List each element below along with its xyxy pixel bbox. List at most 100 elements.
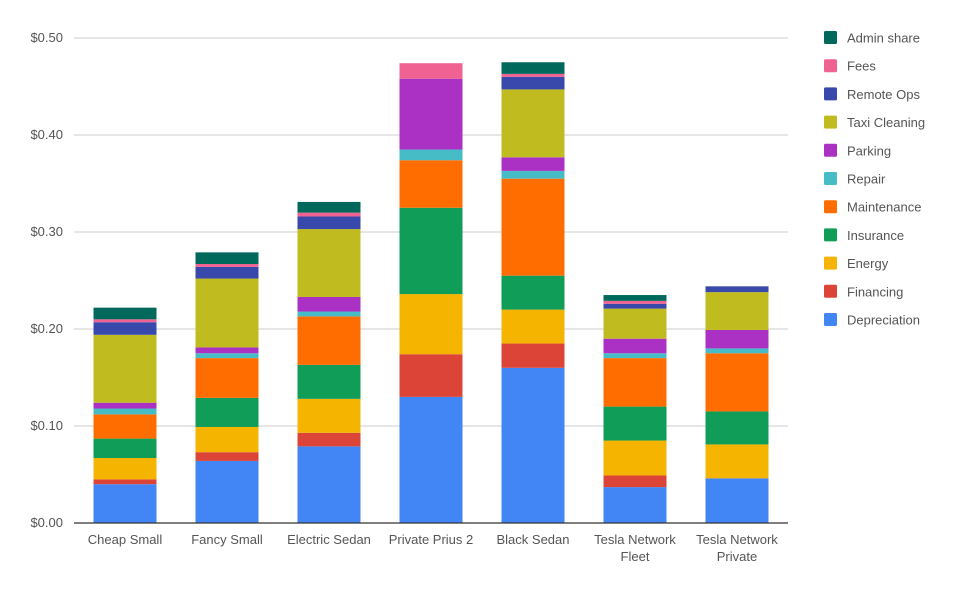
bar-segment [603, 406, 667, 441]
legend-swatch [824, 87, 837, 101]
legend-label: Remote Ops [847, 87, 920, 102]
bar-segment [93, 307, 157, 320]
bar-segment [297, 398, 361, 433]
bar-segment [501, 76, 565, 90]
bar-segment [399, 78, 463, 150]
legend: Admin share Fees Remote Ops Taxi Cleaning Pa… [824, 31, 925, 328]
bar-segment [399, 207, 463, 295]
bar-segment [93, 414, 157, 439]
bar-segment [93, 479, 157, 485]
bar-segment [399, 396, 463, 523]
legend-label: Admin share [847, 31, 920, 46]
bars [93, 62, 769, 523]
legend-label: Energy [847, 256, 889, 271]
bar-segment [297, 296, 361, 312]
bar-segment [603, 295, 667, 301]
legend-label: Repair [847, 172, 886, 187]
bar-segment [195, 452, 259, 461]
legend-swatch [824, 31, 837, 44]
bar-segment [501, 62, 565, 74]
legend-item: Maintenance [824, 200, 921, 215]
bar-segment [195, 264, 259, 267]
bar-segment [399, 149, 463, 161]
bar-stack [399, 63, 463, 523]
bar-segment [195, 347, 259, 354]
bar-segment [603, 487, 667, 523]
y-tick-label: $0.00 [30, 515, 63, 530]
bar-segment [399, 63, 463, 79]
bar-segment [297, 364, 361, 399]
x-tick-label: Cheap Small [88, 532, 163, 547]
bar-segment [705, 478, 769, 523]
legend-item: Energy [824, 256, 889, 271]
legend-swatch [824, 59, 837, 73]
bar-segment [399, 354, 463, 397]
bar-segment [297, 229, 361, 297]
bar-segment [297, 212, 361, 217]
legend-label: Insurance [847, 228, 904, 243]
y-tick-label: $0.20 [30, 321, 63, 336]
x-tick-label: Private [717, 549, 757, 564]
bar-segment [501, 178, 565, 276]
legend-swatch [824, 228, 837, 242]
legend-label: Depreciation [847, 313, 920, 328]
legend-swatch [824, 200, 837, 214]
bar-segment [399, 160, 463, 208]
bar-segment [603, 308, 667, 339]
bar-segment [297, 311, 361, 317]
bar-segment [297, 316, 361, 365]
bar-stack [603, 295, 667, 523]
bar-segment [195, 460, 259, 523]
bar-segment [705, 444, 769, 479]
bar-segment [93, 319, 157, 323]
legend-swatch [824, 115, 837, 129]
bar-segment [501, 170, 565, 179]
legend-item: Insurance [824, 228, 904, 243]
legend-swatch [824, 172, 837, 185]
x-tick-label: Fleet [621, 549, 650, 564]
bar-segment [501, 309, 565, 344]
bar-segment [195, 353, 259, 359]
x-tick-label: Fancy Small [191, 532, 263, 547]
bar-segment [93, 322, 157, 335]
legend-swatch [824, 256, 837, 270]
bar-segment [705, 353, 769, 412]
y-tick-label: $0.40 [30, 127, 63, 142]
bar-segment [195, 426, 259, 453]
bar-segment [93, 402, 157, 409]
bar-segment [93, 484, 157, 523]
bar-stack [93, 307, 157, 523]
bar-stack [705, 286, 769, 523]
axis: $0.00 $0.10 $0.20 $0.30 $0.40 $0.50 Cheap Smal… [30, 30, 788, 564]
bar-segment [195, 278, 259, 348]
bar-segment [603, 338, 667, 354]
bar-segment [705, 286, 769, 293]
bar-segment [603, 440, 667, 476]
y-tick-label: $0.10 [30, 418, 63, 433]
legend-swatch [824, 143, 837, 157]
bar-segment [195, 358, 259, 398]
legend-swatch [824, 284, 837, 298]
legend-label: Maintenance [847, 200, 921, 215]
bar-segment [195, 397, 259, 427]
bar-segment [501, 73, 565, 77]
x-tick-label: Tesla Network [594, 532, 676, 547]
bar-segment [603, 358, 667, 407]
y-tick-label: $0.30 [30, 224, 63, 239]
x-tick-label: Private Prius 2 [389, 532, 474, 547]
bar-segment [501, 157, 565, 171]
legend-item: Parking [824, 143, 891, 158]
bar-segment [297, 201, 361, 213]
bar-segment [705, 329, 769, 349]
legend-label: Taxi Cleaning [847, 115, 925, 130]
bar-segment [501, 89, 565, 158]
bar-segment [297, 432, 361, 447]
legend-label: Financing [847, 284, 903, 299]
bar-segment [93, 408, 157, 415]
bar-segment [501, 367, 565, 523]
legend-item: Financing [824, 284, 903, 299]
bar-stack [297, 201, 361, 523]
x-tick-label: Tesla Network [696, 532, 778, 547]
x-tick-label: Black Sedan [497, 532, 570, 547]
